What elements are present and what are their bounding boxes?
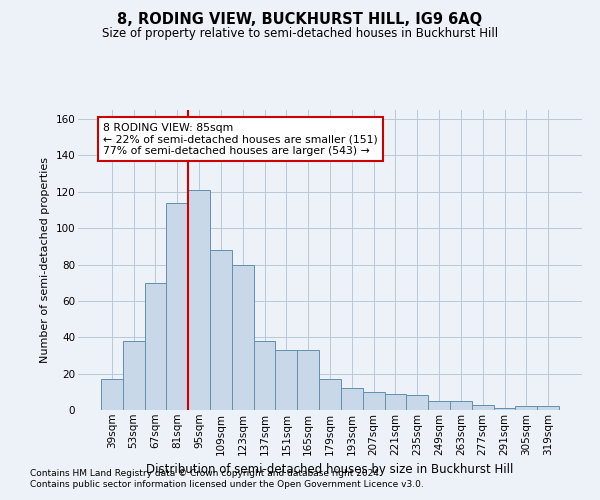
Bar <box>210 250 232 410</box>
Bar <box>341 388 363 410</box>
Bar <box>494 408 515 410</box>
Text: Contains HM Land Registry data © Crown copyright and database right 2024.: Contains HM Land Registry data © Crown c… <box>30 468 382 477</box>
Bar <box>472 404 494 410</box>
Bar <box>166 202 188 410</box>
Text: 8, RODING VIEW, BUCKHURST HILL, IG9 6AQ: 8, RODING VIEW, BUCKHURST HILL, IG9 6AQ <box>118 12 482 28</box>
X-axis label: Distribution of semi-detached houses by size in Buckhurst Hill: Distribution of semi-detached houses by … <box>146 463 514 476</box>
Text: Size of property relative to semi-detached houses in Buckhurst Hill: Size of property relative to semi-detach… <box>102 28 498 40</box>
Bar <box>254 341 275 410</box>
Y-axis label: Number of semi-detached properties: Number of semi-detached properties <box>40 157 50 363</box>
Text: Contains public sector information licensed under the Open Government Licence v3: Contains public sector information licen… <box>30 480 424 489</box>
Bar <box>406 396 428 410</box>
Text: 8 RODING VIEW: 85sqm
← 22% of semi-detached houses are smaller (151)
77% of semi: 8 RODING VIEW: 85sqm ← 22% of semi-detac… <box>103 122 378 156</box>
Bar <box>101 379 123 410</box>
Bar <box>515 406 537 410</box>
Bar <box>428 401 450 410</box>
Bar <box>363 392 385 410</box>
Bar <box>385 394 406 410</box>
Bar <box>145 282 166 410</box>
Bar <box>232 264 254 410</box>
Bar <box>537 406 559 410</box>
Bar <box>319 379 341 410</box>
Bar <box>123 341 145 410</box>
Bar <box>188 190 210 410</box>
Bar <box>450 401 472 410</box>
Bar <box>297 350 319 410</box>
Bar <box>275 350 297 410</box>
